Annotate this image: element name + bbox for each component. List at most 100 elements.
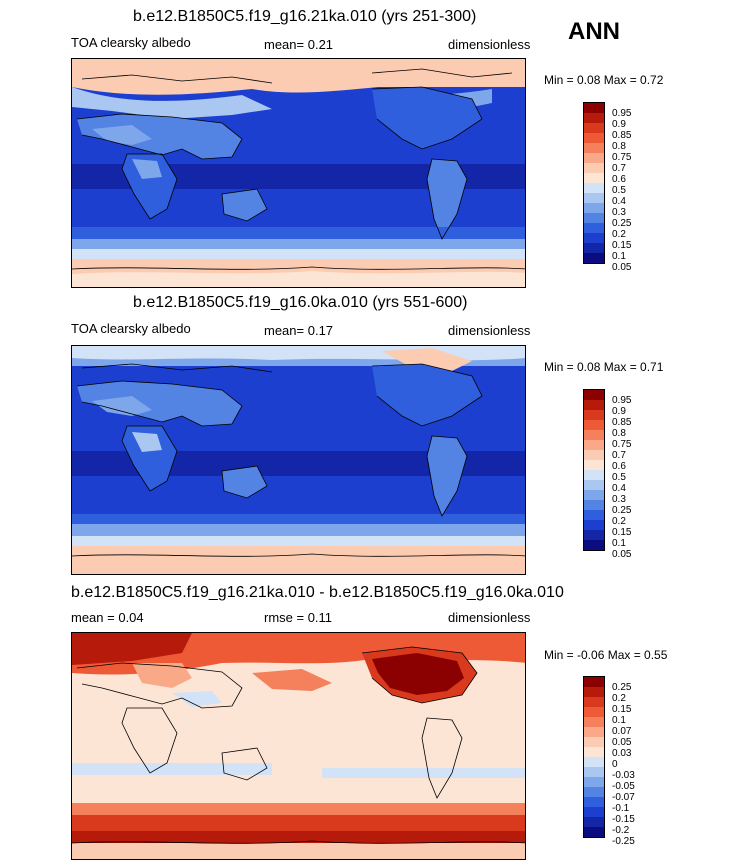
colorbar-swatch (583, 253, 605, 264)
colorbar-tick: 0.9 (612, 406, 626, 417)
colorbar-tick: 0.1 (612, 715, 626, 726)
colorbar-tick: 0.95 (612, 108, 632, 119)
colorbar-tick: 0.05 (612, 262, 632, 273)
panel3-title: b.e12.B1850C5.f19_g16.21ka.010 - b.e12.B… (71, 584, 564, 601)
panel2-variable-label: TOA clearsky albedo (71, 321, 191, 336)
colorbar-swatch (583, 193, 605, 203)
panel1-mean-label: mean= 0.21 (264, 37, 334, 52)
colorbar-tick: 0.15 (612, 240, 632, 251)
colorbar-swatch (583, 747, 605, 757)
colorbar-tick: -0.05 (612, 781, 635, 792)
colorbar-swatch (583, 737, 605, 747)
colorbar-tick: 0.4 (612, 196, 626, 207)
colorbar-tick: 0.25 (612, 505, 632, 516)
panel2-colorbar (583, 389, 605, 551)
colorbar-tick: 0.2 (612, 229, 626, 240)
panel2-units-label: dimensionless (448, 323, 531, 338)
panel1-title: b.e12.B1850C5.f19_g16.21ka.010 (yrs 251-… (133, 8, 477, 25)
colorbar-swatch (583, 480, 605, 490)
colorbar-swatch (583, 183, 605, 193)
colorbar-tick: -0.2 (612, 825, 630, 836)
colorbar-swatch (583, 410, 605, 420)
colorbar-swatch (583, 767, 605, 777)
panel1-colorbar (583, 102, 605, 264)
colorbar-swatch (583, 787, 605, 797)
colorbar-swatch (583, 530, 605, 540)
colorbar-tick: 0.9 (612, 119, 626, 130)
colorbar-swatch (583, 153, 605, 163)
panel3-colorbar (583, 676, 605, 838)
panel2-mean-label: mean= 0.17 (264, 323, 334, 338)
colorbar-swatch (583, 520, 605, 530)
colorbar-swatch (583, 233, 605, 243)
colorbar-tick: -0.25 (612, 836, 635, 847)
colorbar-tick: 0.05 (612, 737, 632, 748)
colorbar-tick: 0.8 (612, 428, 626, 439)
panel3-map-field (72, 633, 525, 859)
colorbar-swatch (583, 163, 605, 173)
colorbar-swatch (583, 213, 605, 223)
colorbar-tick: -0.15 (612, 814, 635, 825)
colorbar-swatch (583, 707, 605, 717)
panel1-minmax-label: Min = 0.08 Max = 0.72 (544, 73, 664, 87)
colorbar-swatch (583, 173, 605, 183)
colorbar-swatch (583, 143, 605, 153)
colorbar-swatch (583, 123, 605, 133)
colorbar-tick: 0 (612, 759, 618, 770)
colorbar-tick: -0.03 (612, 770, 635, 781)
colorbar-swatch (583, 113, 605, 123)
colorbar-swatch (583, 400, 605, 410)
colorbar-tick: 0.6 (612, 174, 626, 185)
colorbar-swatch (583, 827, 605, 838)
colorbar-swatch (583, 807, 605, 817)
colorbar-tick: 0.5 (612, 472, 626, 483)
panel2-minmax-label: Min = 0.08 Max = 0.71 (544, 360, 664, 374)
colorbar-swatch (583, 223, 605, 233)
panel3-units-label: dimensionless (448, 610, 531, 625)
colorbar-swatch (583, 697, 605, 707)
panel2-map (71, 345, 526, 575)
colorbar-tick: 0.85 (612, 417, 632, 428)
colorbar-swatch (583, 727, 605, 737)
colorbar-swatch (583, 460, 605, 470)
colorbar-tick: -0.07 (612, 792, 635, 803)
colorbar-tick: 0.1 (612, 538, 626, 549)
colorbar-tick: 0.4 (612, 483, 626, 494)
colorbar-tick: 0.75 (612, 152, 632, 163)
colorbar-tick: 0.25 (612, 218, 632, 229)
colorbar-tick: 0.1 (612, 251, 626, 262)
colorbar-swatch (583, 490, 605, 500)
panel3-map (71, 632, 526, 860)
panel3-rmse-label: rmse = 0.11 (264, 610, 333, 625)
panel1-map (71, 58, 526, 288)
colorbar-tick: 0.95 (612, 395, 632, 406)
colorbar-tick: 0.7 (612, 163, 626, 174)
colorbar-swatch (583, 687, 605, 697)
colorbar-tick: 0.8 (612, 141, 626, 152)
colorbar-swatch (583, 203, 605, 213)
colorbar-tick: 0.15 (612, 704, 632, 715)
panel3-minmax-label: Min = -0.06 Max = 0.55 (544, 648, 668, 662)
colorbar-swatch (583, 440, 605, 450)
colorbar-tick: 0.6 (612, 461, 626, 472)
colorbar-tick: 0.25 (612, 682, 632, 693)
colorbar-tick: 0.3 (612, 207, 626, 218)
colorbar-swatch (583, 133, 605, 143)
colorbar-tick: 0.07 (612, 726, 632, 737)
colorbar-tick: 0.3 (612, 494, 626, 505)
colorbar-swatch (583, 450, 605, 460)
colorbar-swatch (583, 510, 605, 520)
colorbar-swatch (583, 420, 605, 430)
colorbar-tick: 0.15 (612, 527, 632, 538)
panel2-map-field (72, 346, 525, 574)
colorbar-swatch (583, 470, 605, 480)
colorbar-tick: 0.2 (612, 516, 626, 527)
colorbar-swatch (583, 757, 605, 767)
colorbar-swatch (583, 797, 605, 807)
colorbar-tick: 0.7 (612, 450, 626, 461)
colorbar-swatch (583, 777, 605, 787)
colorbar-tick: 0.03 (612, 748, 632, 759)
panel2-title: b.e12.B1850C5.f19_g16.0ka.010 (yrs 551-6… (133, 294, 468, 311)
colorbar-swatch (583, 430, 605, 440)
colorbar-tick: 0.75 (612, 439, 632, 450)
